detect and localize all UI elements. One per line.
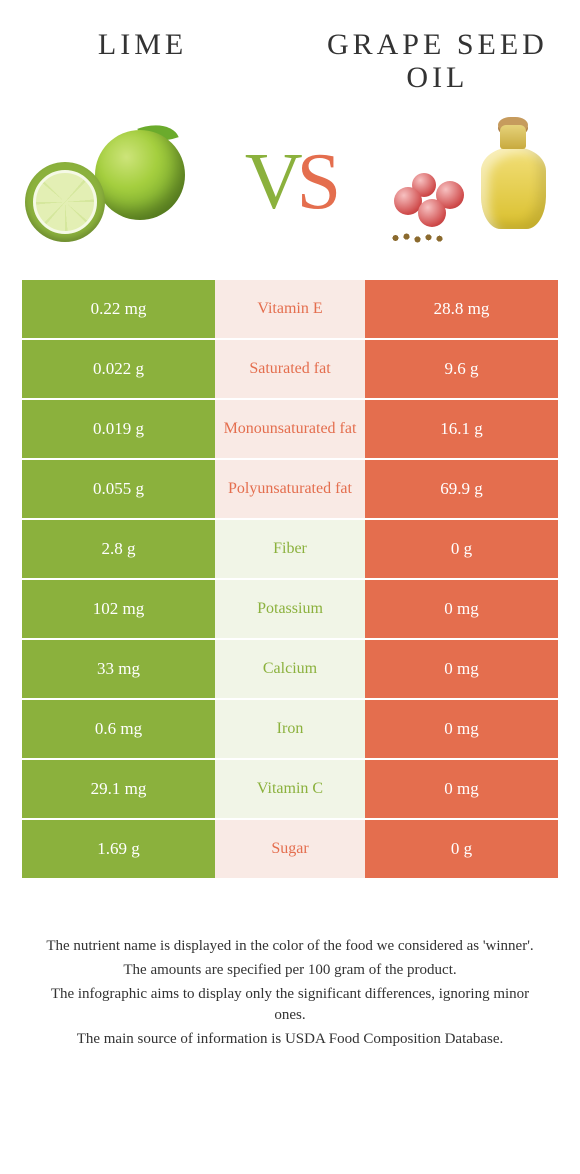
- nutrient-label: Fiber: [215, 520, 365, 578]
- value-left: 2.8 g: [22, 520, 215, 578]
- nutrient-label: Calcium: [215, 640, 365, 698]
- footer-line: The amounts are specified per 100 gram o…: [40, 960, 540, 982]
- comparison-table: 0.22 mgVitamin E28.8 mg0.022 gSaturated …: [22, 280, 558, 878]
- footer-line: The main source of information is USDA F…: [40, 1029, 540, 1051]
- value-left: 33 mg: [22, 640, 215, 698]
- value-left: 29.1 mg: [22, 760, 215, 818]
- value-left: 1.69 g: [22, 820, 215, 878]
- value-right: 28.8 mg: [365, 280, 558, 338]
- nutrient-label: Monounsaturated fat: [215, 400, 365, 458]
- value-right: 0 g: [365, 520, 558, 578]
- grape-seed-oil-illustration: [383, 117, 558, 247]
- infographic-container: Lime Grape seed oil V S: [0, 0, 580, 1073]
- vs-v: V: [245, 142, 297, 222]
- table-row: 0.6 mgIron0 mg: [22, 700, 558, 758]
- vs-label: V S: [245, 142, 335, 222]
- table-row: 102 mgPotassium0 mg: [22, 580, 558, 638]
- nutrient-label: Vitamin E: [215, 280, 365, 338]
- nutrient-label: Sugar: [215, 820, 365, 878]
- table-row: 0.055 gPolyunsaturated fat69.9 g: [22, 460, 558, 518]
- footer-notes: The nutrient name is displayed in the co…: [22, 936, 558, 1073]
- value-left: 0.22 mg: [22, 280, 215, 338]
- table-row: 0.22 mgVitamin E28.8 mg: [22, 280, 558, 338]
- nutrient-label: Vitamin C: [215, 760, 365, 818]
- title-left: Lime: [22, 28, 263, 61]
- value-right: 9.6 g: [365, 340, 558, 398]
- value-left: 0.6 mg: [22, 700, 215, 758]
- value-right: 69.9 g: [365, 460, 558, 518]
- footer-line: The nutrient name is displayed in the co…: [40, 936, 540, 958]
- value-left: 0.022 g: [22, 340, 215, 398]
- table-row: 29.1 mgVitamin C0 mg: [22, 760, 558, 818]
- table-row: 0.019 gMonounsaturated fat16.1 g: [22, 400, 558, 458]
- value-right: 0 mg: [365, 760, 558, 818]
- value-right: 0 g: [365, 820, 558, 878]
- footer-line: The infographic aims to display only the…: [40, 984, 540, 1028]
- hero-row: V S: [22, 112, 558, 252]
- title-right: Grape seed oil: [317, 28, 558, 94]
- table-row: 33 mgCalcium0 mg: [22, 640, 558, 698]
- value-right: 0 mg: [365, 640, 558, 698]
- vs-s: S: [297, 142, 336, 222]
- value-right: 0 mg: [365, 580, 558, 638]
- value-left: 0.055 g: [22, 460, 215, 518]
- nutrient-label: Potassium: [215, 580, 365, 638]
- nutrient-label: Saturated fat: [215, 340, 365, 398]
- table-row: 2.8 gFiber0 g: [22, 520, 558, 578]
- nutrient-label: Iron: [215, 700, 365, 758]
- value-left: 102 mg: [22, 580, 215, 638]
- table-row: 1.69 gSugar0 g: [22, 820, 558, 878]
- lime-illustration: [22, 117, 197, 247]
- titles-row: Lime Grape seed oil: [22, 28, 558, 94]
- nutrient-label: Polyunsaturated fat: [215, 460, 365, 518]
- table-row: 0.022 gSaturated fat9.6 g: [22, 340, 558, 398]
- value-right: 16.1 g: [365, 400, 558, 458]
- value-right: 0 mg: [365, 700, 558, 758]
- value-left: 0.019 g: [22, 400, 215, 458]
